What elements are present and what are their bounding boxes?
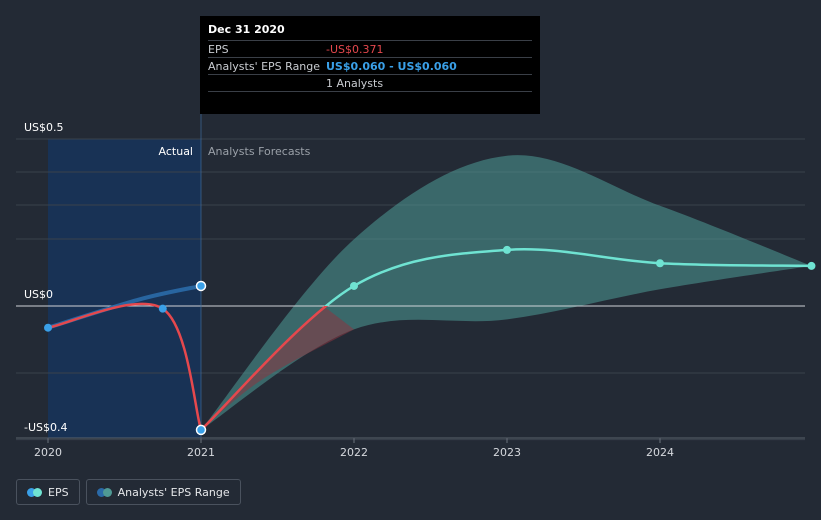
y-tick-label: US$0 <box>24 288 53 301</box>
tooltip-eps-row: EPS -US$0.371 <box>208 40 532 57</box>
tooltip-date: Dec 31 2020 <box>208 23 285 36</box>
y-tick-label: -US$0.4 <box>24 421 68 434</box>
forecast-range-band <box>201 155 812 430</box>
legend-eps-label: EPS <box>48 485 69 499</box>
x-tick-label: 2023 <box>493 446 521 459</box>
eps-forecast-point <box>350 281 358 290</box>
negative-range-band <box>201 306 354 430</box>
actual-label: Actual <box>159 145 193 158</box>
eps-actual-point <box>44 323 52 332</box>
tooltip-range-value: US$0.060 - US$0.060 <box>326 59 457 73</box>
forecast-label: Analysts Forecasts <box>208 145 311 158</box>
range-actual-point <box>195 280 207 292</box>
hover-tooltip: Dec 31 2020 EPS -US$0.371 Analysts' EPS … <box>200 16 540 114</box>
eps-swatch-icon <box>27 487 42 497</box>
legend-range-label: Analysts' EPS Range <box>117 485 230 499</box>
legend-eps-range[interactable]: Analysts' EPS Range <box>85 479 241 505</box>
tooltip-range-label: Analysts' EPS Range <box>208 59 321 73</box>
y-tick-label: US$0.5 <box>24 121 64 134</box>
x-tick-label: 2020 <box>34 446 62 459</box>
tooltip-analysts-count: 1 Analysts <box>326 76 384 90</box>
x-tick-label: 2021 <box>187 446 215 459</box>
legend-eps[interactable]: EPS <box>16 479 80 505</box>
x-tick-label: 2024 <box>646 446 674 459</box>
tooltip-eps-value: -US$0.371 <box>326 42 384 56</box>
eps-forecast-point <box>656 259 664 268</box>
tooltip-analysts-row: 1 Analysts <box>208 74 532 92</box>
chart-legend: EPS Analysts' EPS Range <box>16 479 241 505</box>
eps-forecast-point <box>503 245 511 254</box>
eps-forecast-line-negative <box>200 306 329 431</box>
x-tick-label: 2022 <box>340 446 368 459</box>
eps-forecast-point <box>807 261 816 270</box>
eps-actual-point <box>158 304 167 313</box>
eps-actual-point <box>195 424 207 436</box>
range-swatch-icon <box>96 487 112 497</box>
actual-region <box>48 139 201 438</box>
tooltip-range-row: Analysts' EPS Range US$0.060 - US$0.060 <box>208 57 532 74</box>
tooltip-eps-label: EPS <box>208 42 229 56</box>
